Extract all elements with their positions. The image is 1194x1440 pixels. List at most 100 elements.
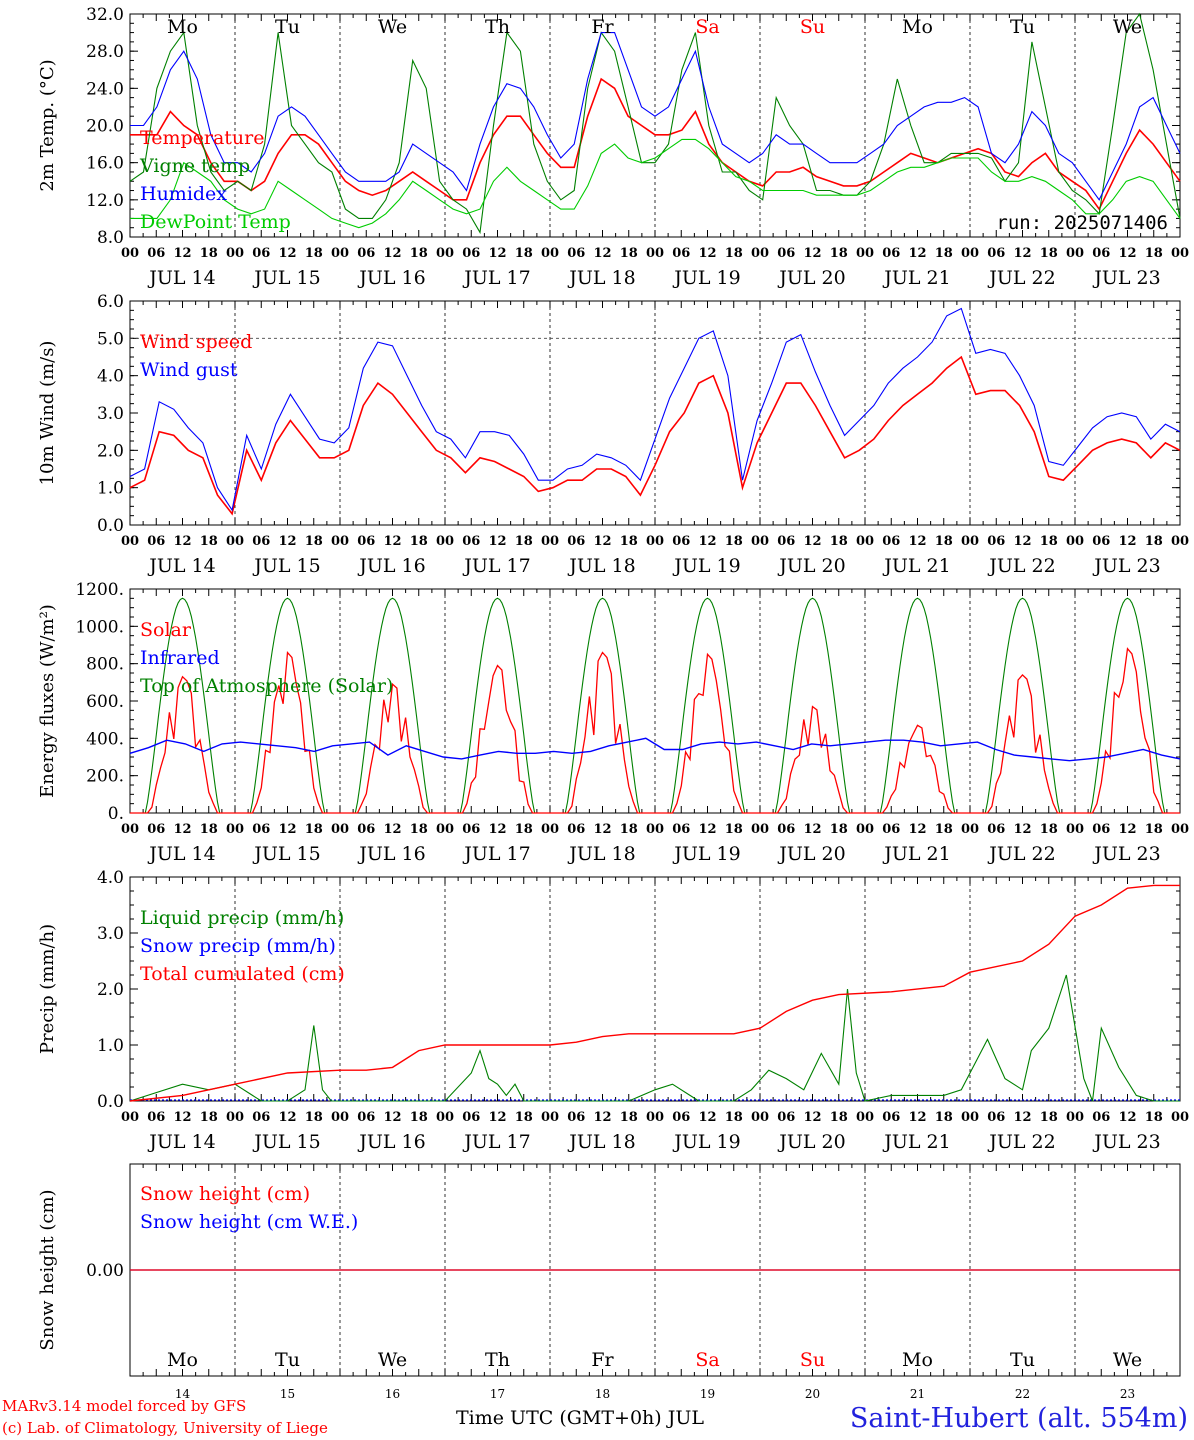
hour-tick-label: 06	[672, 534, 690, 549]
legend-entry: Total cumulated (cm)	[140, 963, 345, 985]
hour-tick-label: 00	[856, 534, 874, 549]
hour-tick-label: 12	[908, 534, 926, 549]
date-label: JUL 23	[1092, 843, 1160, 865]
hour-tick-label: 06	[147, 534, 165, 549]
footer-model-credit: MARv3.14 model forced by GFS	[2, 1397, 246, 1415]
hour-tick-label: 06	[987, 246, 1005, 261]
hour-tick-label: 12	[383, 534, 401, 549]
hour-tick-label: 12	[173, 534, 191, 549]
hour-tick-label: 00	[751, 1110, 769, 1125]
hour-tick-label: 06	[672, 246, 690, 261]
hour-tick-label: 12	[593, 534, 611, 549]
panel-frame	[129, 588, 1181, 814]
hour-tick-label: 18	[1145, 1110, 1163, 1125]
date-label: JUL 20	[777, 555, 845, 577]
y-tick-label: 800.	[86, 655, 124, 675]
hour-tick-label: 18	[1040, 246, 1058, 261]
hour-tick-label: 00	[331, 822, 349, 837]
hour-tick-label: 06	[1092, 1110, 1110, 1125]
hour-tick-label: 12	[908, 1110, 926, 1125]
hour-tick-label: 06	[987, 1110, 1005, 1125]
date-label: JUL 21	[882, 1131, 950, 1153]
hour-tick-label: 00	[751, 534, 769, 549]
hour-tick-label: 00	[1171, 822, 1189, 837]
day-number-label: 14	[175, 1387, 191, 1401]
y-tick-label: 16.0	[86, 154, 124, 174]
hour-tick-label: 12	[803, 534, 821, 549]
day-number-label: 21	[910, 1387, 925, 1401]
weekday-label: Sa	[695, 16, 719, 38]
legend-entry: Top of Atmosphere (Solar)	[140, 675, 393, 697]
date-label: JUL 23	[1092, 1131, 1160, 1153]
hour-tick-label: 00	[646, 534, 664, 549]
hour-tick-label: 12	[173, 1110, 191, 1125]
hour-tick-label: 06	[462, 534, 480, 549]
hour-tick-label: 18	[410, 534, 428, 549]
date-label: JUL 14	[147, 555, 215, 577]
hour-tick-label: 06	[777, 246, 795, 261]
hour-tick-label: 00	[331, 246, 349, 261]
hour-tick-label: 12	[383, 1110, 401, 1125]
weekday-label: We	[378, 1349, 407, 1371]
hour-tick-label: 00	[436, 1110, 454, 1125]
date-label: JUL 22	[987, 843, 1055, 865]
hour-tick-label: 18	[305, 1110, 323, 1125]
date-label: JUL 17	[462, 1131, 530, 1153]
hour-tick-label: 18	[1040, 534, 1058, 549]
hour-tick-label: 18	[830, 1110, 848, 1125]
y-tick-label: 0.	[108, 804, 124, 824]
footer-site-label: Saint-Hubert (alt. 554m)	[850, 1403, 1188, 1434]
hour-tick-label: 12	[1013, 1110, 1031, 1125]
hour-tick-label: 18	[1040, 822, 1058, 837]
hour-tick-label: 12	[803, 822, 821, 837]
date-label: JUL 14	[147, 267, 215, 289]
weekday-label: Su	[800, 1349, 825, 1371]
run-label: run: 2025071406	[996, 212, 1168, 234]
hour-tick-label: 18	[515, 246, 533, 261]
hour-tick-label: 00	[646, 822, 664, 837]
series-line-humidex	[130, 32, 1181, 201]
hour-tick-label: 06	[882, 534, 900, 549]
hour-tick-label: 18	[305, 246, 323, 261]
date-label: JUL 17	[462, 555, 530, 577]
hour-tick-label: 12	[593, 822, 611, 837]
footer-time-axis-label: Time UTC (GMT+0h) JUL	[456, 1407, 704, 1429]
weekday-label: Fr	[591, 16, 614, 38]
date-label: JUL 17	[462, 843, 530, 865]
y-tick-label: 1.0	[97, 479, 124, 499]
hour-tick-label: 00	[331, 1110, 349, 1125]
hour-tick-label: 06	[567, 246, 585, 261]
date-label: JUL 22	[987, 555, 1055, 577]
hour-tick-label: 12	[383, 822, 401, 837]
hour-tick-label: 18	[725, 246, 743, 261]
hour-tick-label: 18	[200, 246, 218, 261]
weekday-label: Th	[485, 16, 510, 38]
date-label: JUL 15	[252, 1131, 320, 1153]
hour-tick-label: 06	[462, 246, 480, 261]
hour-tick-label: 18	[620, 822, 638, 837]
y-tick-label: 400.	[86, 729, 124, 749]
hour-tick-label: 00	[436, 246, 454, 261]
hour-tick-label: 12	[1118, 534, 1136, 549]
y-tick-label: 24.0	[86, 79, 124, 99]
hour-tick-label: 18	[515, 822, 533, 837]
series-line-temperature	[130, 77, 1181, 211]
hour-tick-label: 12	[278, 534, 296, 549]
weekday-label: Sa	[695, 1349, 719, 1371]
weekday-label: Th	[485, 1349, 510, 1371]
hour-tick-label: 06	[567, 534, 585, 549]
hour-tick-label: 00	[541, 822, 559, 837]
y-axis-label: 10m Wind (m/s)	[37, 341, 58, 486]
hour-tick-label: 18	[620, 246, 638, 261]
hour-tick-label: 00	[646, 246, 664, 261]
date-label: JUL 18	[567, 555, 635, 577]
hour-tick-label: 12	[593, 246, 611, 261]
hour-tick-label: 06	[777, 1110, 795, 1125]
y-axis-label: Snow height (cm)	[37, 1189, 58, 1350]
hour-tick-label: 00	[856, 246, 874, 261]
hour-tick-label: 12	[1118, 1110, 1136, 1125]
hour-tick-label: 18	[830, 822, 848, 837]
hour-tick-label: 06	[882, 822, 900, 837]
hour-tick-label: 18	[200, 1110, 218, 1125]
hour-tick-label: 12	[1013, 246, 1031, 261]
